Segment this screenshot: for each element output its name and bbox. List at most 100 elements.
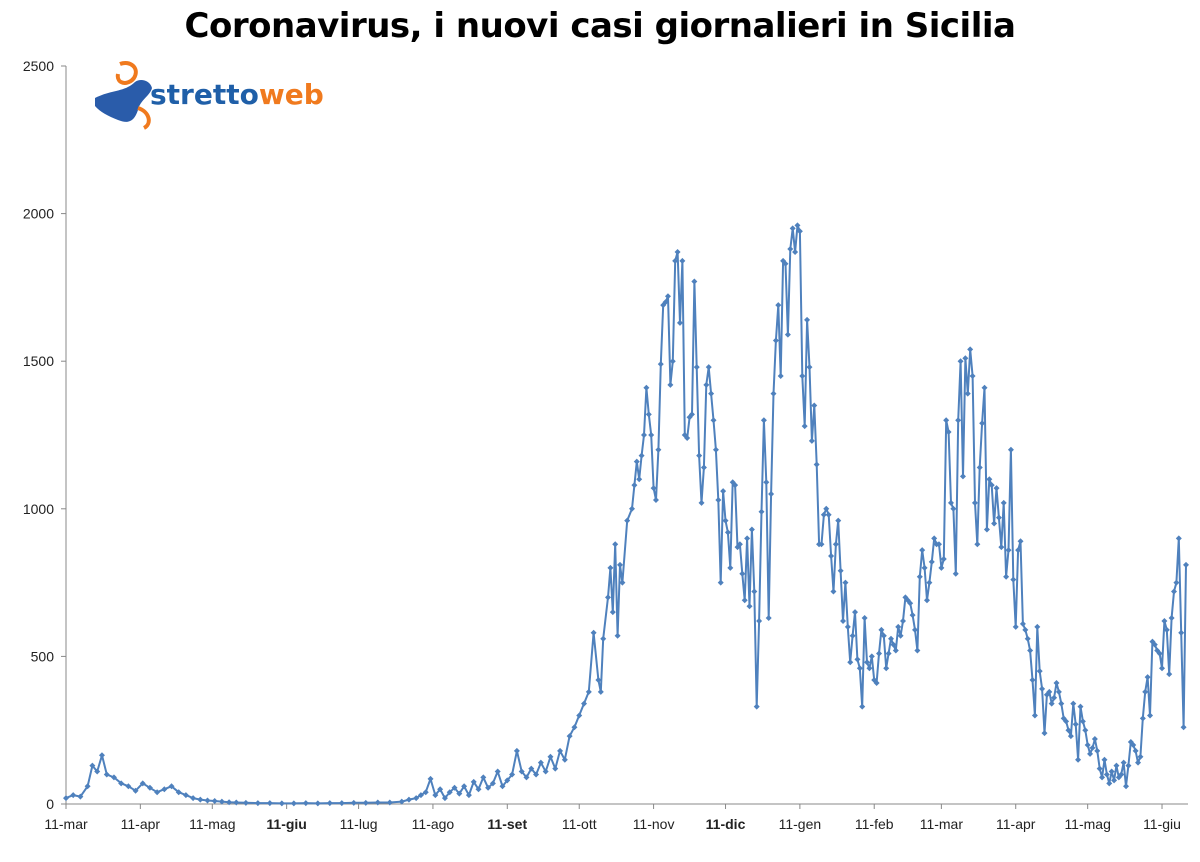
data-point	[993, 485, 1000, 492]
data-point	[784, 331, 791, 338]
data-point	[154, 789, 161, 796]
x-tick-label: 11-gen	[779, 816, 822, 832]
data-point	[1173, 579, 1180, 586]
data-point	[787, 246, 794, 253]
data-point	[1077, 703, 1084, 710]
data-point	[799, 372, 806, 379]
data-point	[446, 789, 453, 796]
data-point	[736, 541, 743, 548]
data-point	[679, 257, 686, 264]
data-point	[825, 511, 832, 518]
data-point	[967, 346, 974, 353]
data-point	[864, 659, 871, 666]
data-point	[326, 800, 333, 807]
data-point	[1022, 626, 1029, 633]
data-point	[842, 579, 849, 586]
data-point	[1024, 635, 1031, 642]
data-point	[125, 783, 132, 790]
data-point	[801, 423, 808, 430]
x-tick-label: 11-feb	[855, 816, 894, 832]
data-point	[175, 789, 182, 796]
data-point	[792, 248, 799, 255]
data-point	[557, 747, 564, 754]
data-point	[636, 476, 643, 483]
data-point	[712, 446, 719, 453]
data-point	[1053, 679, 1060, 686]
data-point	[1120, 759, 1127, 766]
data-point	[417, 792, 424, 799]
data-point	[1135, 759, 1142, 766]
data-point	[70, 792, 77, 799]
data-point	[638, 452, 645, 459]
data-point	[837, 567, 844, 574]
x-tick-label: 11-nov	[633, 816, 675, 832]
data-point	[796, 228, 803, 235]
data-point	[1046, 688, 1053, 695]
data-point	[832, 541, 839, 548]
x-tick-label: 11-set	[487, 816, 527, 832]
data-point	[504, 777, 511, 784]
data-point	[350, 799, 357, 806]
data-point	[751, 588, 758, 595]
data-point	[1039, 685, 1046, 692]
data-point	[374, 799, 381, 806]
y-tick-label: 1500	[23, 353, 54, 369]
chart-title: Coronavirus, i nuovi casi giornalieri in…	[184, 6, 1016, 46]
data-point	[190, 795, 197, 802]
data-point	[715, 496, 722, 503]
series-daily-cases	[63, 222, 1189, 807]
data-point	[684, 434, 691, 441]
data-point	[777, 372, 784, 379]
data-point	[427, 775, 434, 782]
data-point	[909, 612, 916, 619]
data-point	[571, 724, 578, 731]
data-point	[542, 768, 549, 775]
data-point	[938, 564, 945, 571]
data-point	[976, 464, 983, 471]
data-point	[1132, 747, 1139, 754]
data-point	[971, 499, 978, 506]
data-point	[708, 390, 715, 397]
data-point	[197, 796, 204, 803]
data-point	[878, 626, 885, 633]
data-point	[768, 491, 775, 498]
data-point	[1072, 721, 1079, 728]
data-point	[614, 632, 621, 639]
data-point	[900, 617, 907, 624]
data-point	[362, 799, 369, 806]
data-point	[1015, 547, 1022, 554]
data-point	[655, 446, 662, 453]
data-point	[1171, 588, 1178, 595]
data-point	[537, 759, 544, 766]
data-point	[952, 570, 959, 577]
data-point	[693, 364, 700, 371]
data-point	[1178, 629, 1185, 636]
data-point	[619, 579, 626, 586]
data-point	[849, 632, 856, 639]
data-point	[919, 547, 926, 554]
data-point	[422, 789, 429, 796]
x-tick-label: 11-lug	[340, 816, 378, 832]
data-point	[652, 496, 659, 503]
data-point	[226, 799, 233, 806]
data-point	[1166, 671, 1173, 678]
data-point	[717, 579, 724, 586]
data-point	[974, 541, 981, 548]
data-point	[883, 665, 890, 672]
data-point	[823, 505, 830, 512]
data-point	[499, 783, 506, 790]
data-point	[561, 756, 568, 763]
data-point	[1123, 783, 1130, 790]
x-tick-label: 11-giu	[1143, 816, 1181, 832]
data-point	[1161, 617, 1168, 624]
data-point	[818, 541, 825, 548]
data-point	[1118, 771, 1125, 778]
data-point	[705, 364, 712, 371]
data-point	[1003, 573, 1010, 580]
data-point	[617, 561, 624, 568]
data-point	[866, 665, 873, 672]
data-point	[1101, 756, 1108, 763]
data-point	[1103, 771, 1110, 778]
logo-text-part2: web	[259, 78, 324, 111]
data-point	[441, 795, 448, 802]
